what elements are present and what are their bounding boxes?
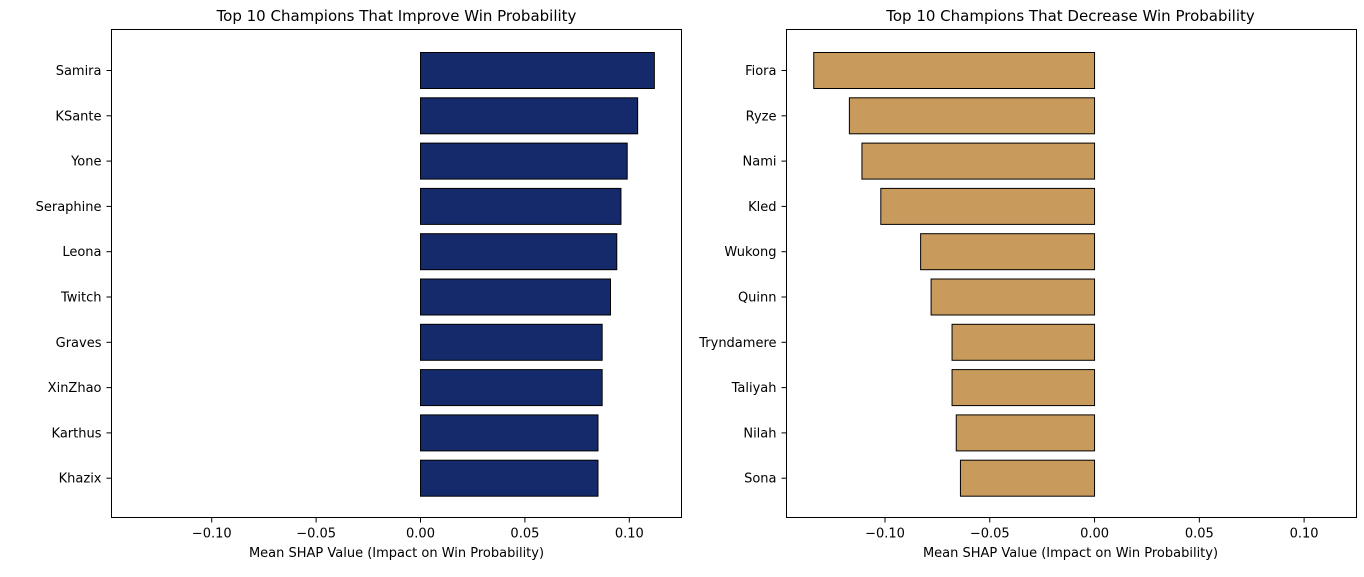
decrease-category-label: Ryze (746, 109, 777, 124)
decrease-bar-wukong (920, 233, 1096, 271)
decrease-category-label: Wukong (724, 245, 776, 260)
decrease-category-label: Quinn (738, 291, 777, 306)
improve-bar-twitch (420, 278, 612, 316)
improve-category-label: XinZhao (48, 381, 102, 396)
decrease-bar-nilah (955, 414, 1096, 452)
improve-category-label: Samira (56, 64, 102, 79)
improve-bar-ksante (420, 97, 639, 135)
decrease-bar-fiora (813, 52, 1096, 89)
decrease-bar-tryndamere (951, 323, 1096, 361)
improve-category-label: Twitch (60, 291, 102, 306)
improve-bar-graves (420, 323, 603, 361)
improve-category-labels: Samira KSante Yone Seraphine Leona Twitch Grav… (36, 64, 112, 487)
improve-plot-frame (111, 29, 682, 518)
decrease-category-label: Nami (743, 155, 777, 170)
decrease-plot-frame (786, 29, 1357, 518)
improve-x-tick-label: 0.00 (406, 527, 435, 542)
improve-chart: Top 10 Champions That Improve Win Probab… (36, 7, 682, 561)
improve-bar-samira (420, 52, 655, 89)
improve-x-tick-label: 0.05 (510, 527, 539, 542)
decrease-x-tick-label: 0.00 (1080, 527, 1109, 542)
decrease-bar-kled (880, 187, 1096, 225)
improve-bar-seraphine (420, 187, 622, 225)
improve-bar-leona (420, 233, 618, 271)
improve-category-label: Leona (62, 245, 101, 260)
decrease-category-labels: Fiora Ryze Nami Kled Wukong Quinn Tryndamere Ta… (698, 64, 787, 487)
improve-category-label: Yone (70, 155, 101, 170)
decrease-chart: Top 10 Champions That Decrease Win Proba… (698, 7, 1357, 561)
decrease-category-label: Nilah (743, 426, 776, 441)
decrease-category-label: Kled (748, 200, 776, 215)
decrease-category-label: Sona (744, 472, 776, 487)
improve-bars (420, 52, 655, 497)
improve-x-tick-label: −0.10 (192, 527, 232, 542)
decrease-x-tick-label: 0.05 (1185, 527, 1214, 542)
decrease-x-ticks: −0.10 −0.05 0.00 0.05 0.10 (865, 517, 1319, 542)
decrease-bar-taliyah (951, 369, 1096, 407)
decrease-bar-ryze (848, 97, 1096, 135)
improve-bar-xinzhao (420, 369, 603, 407)
decrease-x-axis-label: Mean SHAP Value (Impact on Win Probabili… (923, 546, 1218, 561)
improve-x-tick-label: −0.05 (296, 527, 336, 542)
improve-category-label: Seraphine (36, 200, 102, 215)
decrease-bar-nami (861, 142, 1096, 180)
decrease-bar-sona (959, 459, 1096, 497)
improve-bar-yone (420, 142, 628, 180)
improve-bar-karthus (420, 414, 599, 452)
improve-x-ticks: −0.10 −0.05 0.00 0.05 0.10 (192, 517, 644, 542)
decrease-category-label: Tryndamere (698, 336, 776, 351)
decrease-category-label: Fiora (745, 64, 776, 79)
improve-category-label: Graves (56, 336, 102, 351)
improve-category-label: Karthus (52, 426, 102, 441)
improve-category-label: Khazix (59, 472, 102, 487)
decrease-x-tick-label: −0.10 (865, 527, 905, 542)
improve-bar-khazix (420, 459, 599, 497)
improve-x-tick-label: 0.10 (615, 527, 644, 542)
decrease-bars (813, 52, 1096, 497)
improve-category-label: KSante (55, 109, 101, 124)
improve-chart-title: Top 10 Champions That Improve Win Probab… (216, 7, 577, 25)
decrease-chart-title: Top 10 Champions That Decrease Win Proba… (885, 7, 1255, 25)
decrease-x-tick-label: −0.05 (970, 527, 1010, 542)
decrease-bar-quinn (930, 278, 1096, 316)
decrease-category-label: Taliyah (731, 381, 777, 396)
decrease-x-tick-label: 0.10 (1290, 527, 1319, 542)
improve-x-axis-label: Mean SHAP Value (Impact on Win Probabili… (249, 546, 544, 561)
